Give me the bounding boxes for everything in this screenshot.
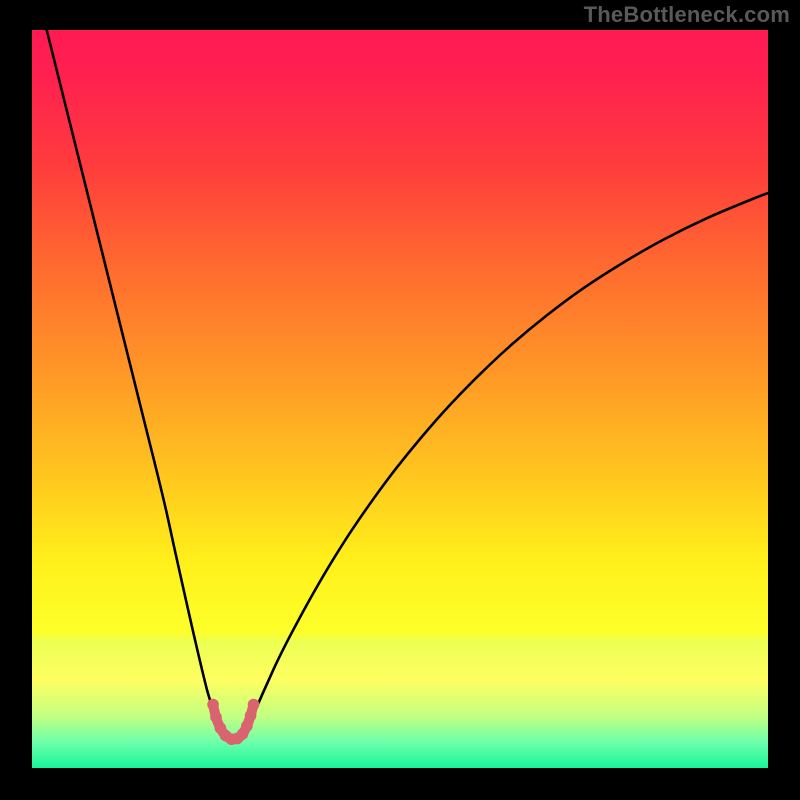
valley-dot-8 [245,710,257,722]
chart-svg [0,0,800,800]
valley-dot-0 [207,699,219,711]
watermark-text: TheBottleneck.com [584,2,790,28]
valley-dot-1 [210,711,222,723]
valley-dot-7 [241,720,253,732]
valley-dot-9 [248,699,260,711]
stage: TheBottleneck.com [0,0,800,800]
plot-background [32,30,768,768]
